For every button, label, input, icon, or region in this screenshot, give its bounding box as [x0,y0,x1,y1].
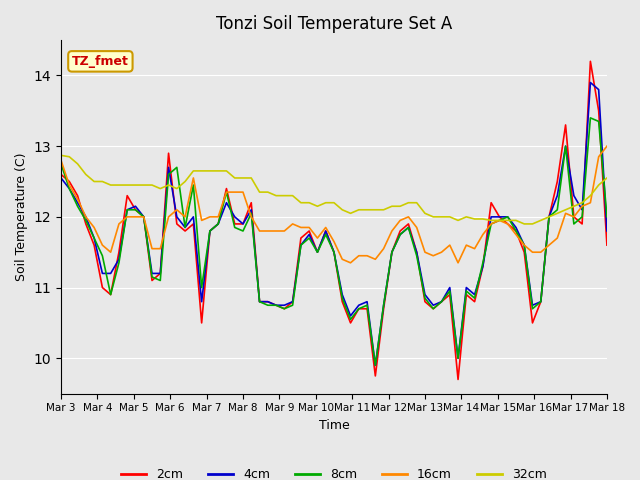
4cm [479,264,486,269]
4cm [305,232,313,238]
4cm [586,80,594,85]
2cm [280,306,288,312]
16cm [280,228,288,234]
2cm [99,285,106,290]
16cm [347,260,355,266]
Line: 32cm: 32cm [61,156,607,224]
8cm [371,362,379,368]
4cm [124,207,131,213]
Line: 8cm: 8cm [61,118,607,365]
8cm [280,306,288,312]
Text: TZ_fmet: TZ_fmet [72,55,129,68]
4cm [603,228,611,234]
Line: 4cm: 4cm [61,83,607,365]
16cm [603,143,611,149]
8cm [57,161,65,167]
16cm [140,214,148,220]
32cm [471,216,479,222]
8cm [305,235,313,241]
4cm [562,143,570,149]
16cm [305,225,313,230]
Y-axis label: Soil Temperature (C): Soil Temperature (C) [15,153,28,281]
Line: 16cm: 16cm [61,146,607,263]
2cm [479,264,486,269]
16cm [570,214,578,220]
32cm [57,153,65,158]
8cm [603,214,611,220]
4cm [280,302,288,308]
32cm [305,200,313,205]
2cm [586,59,594,64]
2cm [562,122,570,128]
4cm [371,362,379,368]
X-axis label: Time: Time [319,419,349,432]
2cm [454,377,462,383]
8cm [562,143,570,149]
32cm [140,182,148,188]
4cm [57,175,65,181]
8cm [124,207,131,213]
2cm [57,171,65,177]
8cm [99,253,106,259]
32cm [280,193,288,199]
32cm [603,175,611,181]
8cm [586,115,594,121]
2cm [603,242,611,248]
32cm [124,182,131,188]
Line: 2cm: 2cm [61,61,607,380]
16cm [57,157,65,163]
16cm [479,232,486,238]
4cm [99,271,106,276]
32cm [520,221,528,227]
32cm [570,204,578,209]
8cm [479,260,486,266]
16cm [124,214,131,220]
Title: Tonzi Soil Temperature Set A: Tonzi Soil Temperature Set A [216,15,452,33]
Legend: 2cm, 4cm, 8cm, 16cm, 32cm: 2cm, 4cm, 8cm, 16cm, 32cm [116,464,552,480]
2cm [305,228,313,234]
2cm [124,193,131,199]
